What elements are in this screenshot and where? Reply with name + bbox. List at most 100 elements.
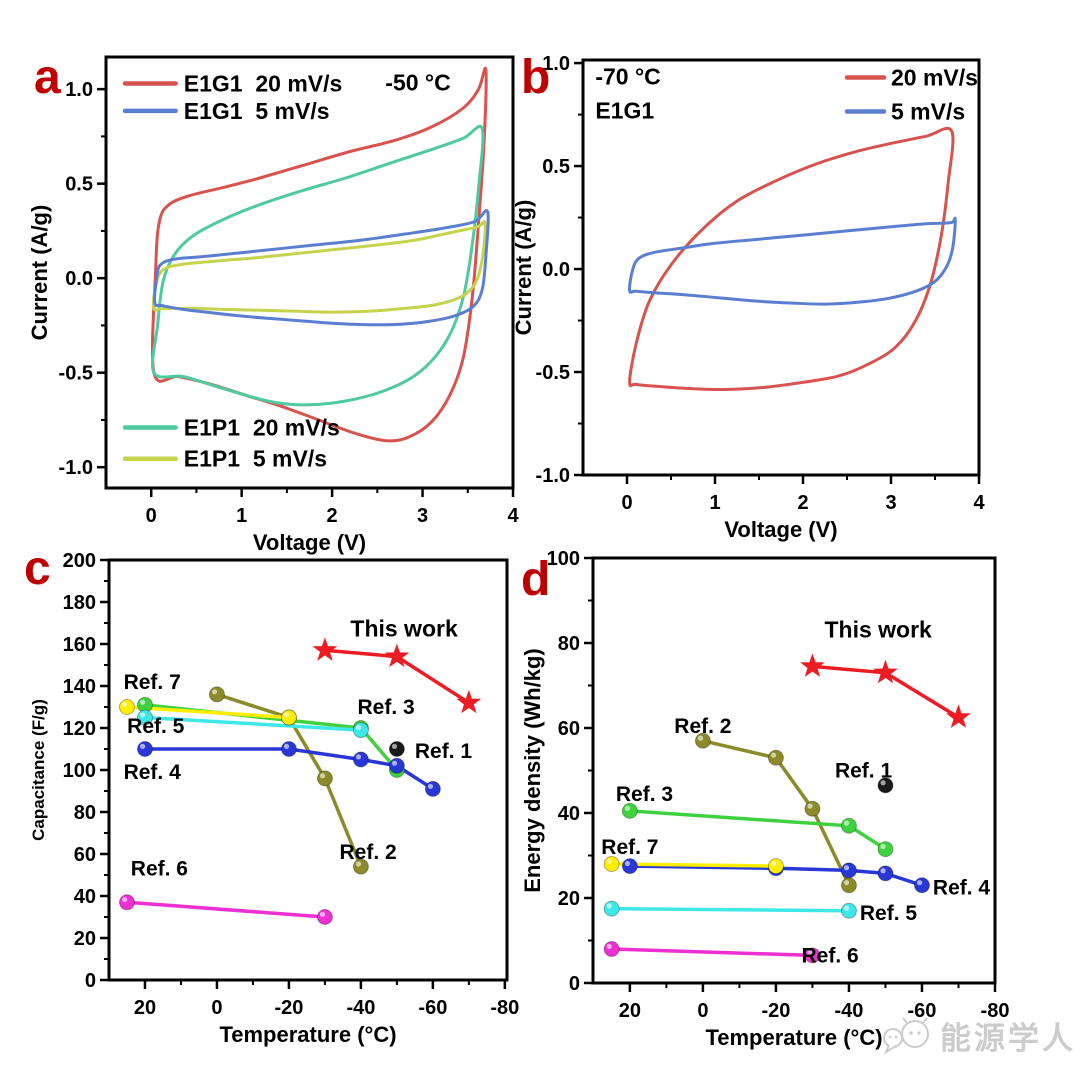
dot-marker-highlight bbox=[770, 752, 777, 758]
dot-marker-highlight bbox=[427, 783, 434, 789]
panel-c-frame bbox=[107, 558, 509, 982]
dot-marker bbox=[603, 941, 620, 957]
panel-a-letter: a bbox=[34, 51, 61, 104]
panel-a-ytick: -1.0 bbox=[59, 457, 93, 479]
panel-a-annotation-50-c: -50 °C bbox=[385, 69, 450, 95]
dot-marker-highlight bbox=[843, 880, 850, 886]
panel-c-series-line-ref-6 bbox=[125, 900, 327, 919]
dot-marker-highlight bbox=[606, 903, 612, 909]
panel-c-x-axis-label: Temperature (°C) bbox=[219, 1022, 396, 1047]
panel-c-xtick: -40 bbox=[346, 997, 375, 1019]
panel-a-legend-label-1: E1G1 5 mV/s bbox=[184, 98, 330, 124]
panel-d-xtick: 20 bbox=[619, 1000, 641, 1022]
panel-c-annotation-this-work: This work bbox=[350, 615, 458, 641]
star-marker bbox=[946, 704, 971, 728]
panel-a-xtick: 2 bbox=[327, 505, 338, 527]
panel-b-curve-5-mv-s bbox=[628, 216, 957, 306]
panel-d-series-markers-ref-5 bbox=[603, 900, 857, 919]
dot-marker-highlight bbox=[211, 689, 218, 695]
panel-a-legend-label-2: E1P1 20 mV/s bbox=[184, 415, 340, 441]
panel-b-x-axis-label: Voltage (V) bbox=[724, 517, 837, 542]
dot-marker bbox=[118, 699, 135, 715]
dot-marker-highlight bbox=[355, 724, 362, 731]
panel-b-legend-label-0: 20 mV/s bbox=[891, 65, 978, 91]
panel-a-xtick: 1 bbox=[236, 505, 247, 527]
panel-a-x-axis-label: Voltage (V) bbox=[253, 530, 366, 555]
panel-c-ytick: 140 bbox=[63, 676, 96, 698]
dot-marker bbox=[388, 757, 405, 774]
dot-marker-highlight bbox=[139, 712, 146, 718]
panel-a-curve-e1g1-5-mv-s bbox=[153, 209, 490, 327]
panel-c-ytick: 180 bbox=[63, 592, 96, 614]
panel-d-annotation-ref-4: Ref. 4 bbox=[933, 876, 991, 899]
dot-marker-highlight bbox=[139, 699, 146, 705]
panel-c-letter: c bbox=[24, 542, 51, 595]
panel-d-xtick: 0 bbox=[697, 1000, 708, 1022]
panel-c-ytick: 40 bbox=[74, 886, 96, 908]
panel-b-xtick: 2 bbox=[797, 492, 808, 514]
dot-marker-highlight bbox=[880, 868, 886, 874]
dot-marker-highlight bbox=[319, 911, 326, 918]
panel-c-xtick: -80 bbox=[490, 997, 519, 1019]
dot-marker bbox=[280, 709, 297, 726]
panel-a-legend-label-0: E1G1 20 mV/s bbox=[184, 70, 343, 96]
panel-c-xtick: 20 bbox=[134, 997, 156, 1019]
star-marker bbox=[312, 637, 338, 661]
dot-marker bbox=[913, 877, 930, 894]
panel-b-ytick: 0.5 bbox=[542, 156, 570, 178]
dot-marker bbox=[208, 686, 225, 703]
panel-c-annotation-ref-3: Ref. 3 bbox=[357, 696, 414, 719]
panel-d-x-axis-label: Temperature (°C) bbox=[705, 1025, 882, 1050]
panel-d-ytick: 0 bbox=[569, 973, 580, 995]
dot-marker bbox=[767, 749, 784, 766]
panel-d-annotation-this-work: This work bbox=[824, 616, 932, 642]
panel-a-xtick: 4 bbox=[507, 505, 519, 527]
panel-d-ytick: 20 bbox=[558, 888, 580, 910]
panel-a-curve-e1p1-5-mv-s bbox=[151, 219, 487, 314]
panel-d-annotation-ref-3: Ref. 3 bbox=[616, 783, 673, 806]
panel-c-ytick: 80 bbox=[74, 802, 96, 824]
panel-c: 20 0 -20 -40 -60 -800204060801001201401601802… bbox=[29, 550, 519, 1047]
panel-d-annotation-ref-5: Ref. 5 bbox=[860, 902, 918, 925]
dot-marker-highlight bbox=[880, 780, 886, 786]
star-marker bbox=[456, 689, 482, 714]
panel-b-ytick: 1.0 bbox=[542, 53, 570, 75]
panel-b-legend-label-1: 5 mV/s bbox=[891, 98, 965, 124]
panel-a-xtick: 3 bbox=[417, 505, 428, 527]
dot-marker-highlight bbox=[843, 820, 850, 826]
dot-marker-highlight bbox=[283, 743, 290, 750]
panel-d-series-markers-ref-1 bbox=[877, 777, 894, 794]
dot-marker-highlight bbox=[121, 701, 128, 708]
dot-marker-highlight bbox=[391, 760, 398, 766]
dot-marker-highlight bbox=[283, 712, 290, 718]
panel-c-axes: 20 0 -20 -40 -60 -800204060801001201401601802… bbox=[29, 550, 519, 1047]
panel-b-frame bbox=[581, 58, 981, 477]
dot-marker bbox=[424, 780, 441, 797]
dot-marker bbox=[118, 894, 135, 911]
dot-marker bbox=[621, 858, 638, 875]
dot-marker bbox=[603, 900, 620, 917]
panel-c-series-markers-ref-5 bbox=[136, 709, 369, 739]
dot-marker bbox=[877, 841, 894, 858]
dot-marker-highlight bbox=[121, 897, 128, 903]
dot-marker bbox=[840, 902, 857, 919]
panel-a-ytick: 0.5 bbox=[65, 174, 93, 196]
panel-d-letter: d bbox=[521, 553, 551, 606]
panel-b-letter: b bbox=[521, 51, 551, 104]
panel-a-curve-e1p1-20-mv-s bbox=[150, 124, 485, 407]
dot-marker-highlight bbox=[807, 950, 813, 956]
watermark: 能源学人 bbox=[880, 1012, 1076, 1058]
panel-c-series-markers-ref-4 bbox=[136, 741, 441, 797]
panel-d-frame bbox=[591, 556, 997, 985]
panel-b-annotation-e1g1: E1G1 bbox=[595, 97, 654, 123]
panel-c-y-axis-label: Capacitance (F/g) bbox=[29, 699, 48, 841]
dot-marker bbox=[840, 877, 857, 894]
panel-d-annotation-ref-6: Ref. 6 bbox=[801, 944, 858, 967]
panel-d-series-markers-ref-4 bbox=[621, 858, 930, 894]
dot-marker-highlight bbox=[606, 858, 612, 865]
panel-b-xtick: 3 bbox=[885, 492, 896, 514]
panel-d-axes: 20 0 -20 -40 -60 -80 0 20 40 60 80 100 Temperature (… bbox=[520, 548, 1009, 1050]
panel-c-series-line-ref-5 bbox=[143, 715, 363, 732]
dot-marker-highlight bbox=[391, 743, 398, 750]
